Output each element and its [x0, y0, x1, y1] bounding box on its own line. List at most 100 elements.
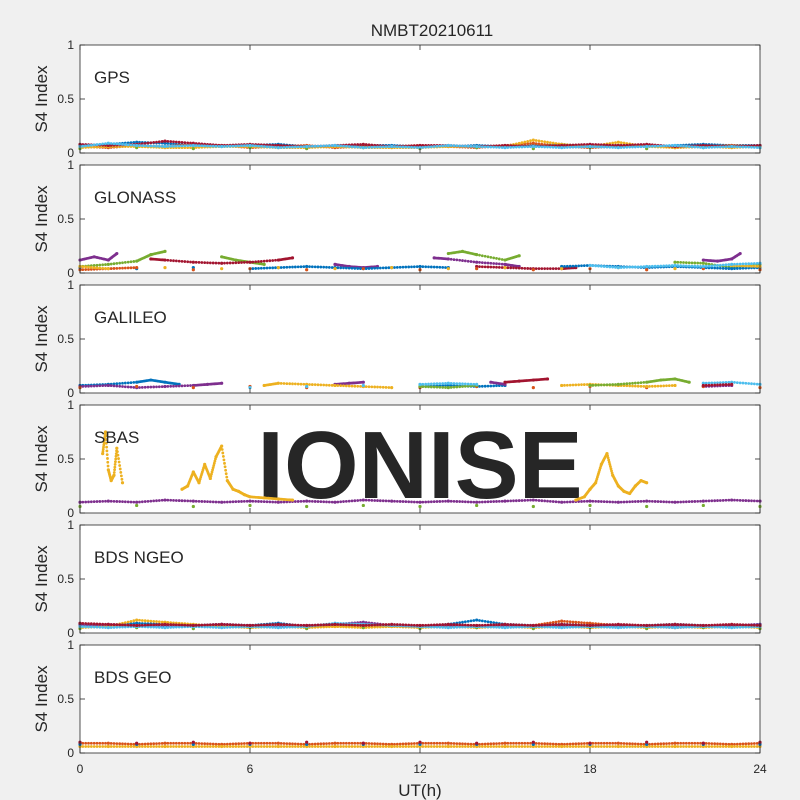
data-point — [568, 264, 572, 268]
data-point — [738, 742, 742, 746]
data-point — [248, 260, 252, 264]
data-point — [296, 145, 300, 149]
data-point — [673, 383, 677, 388]
data-point — [95, 266, 99, 270]
data-point — [353, 741, 357, 745]
series-1 — [78, 741, 762, 746]
data-point — [373, 145, 377, 149]
data-point — [557, 620, 561, 623]
data-point — [81, 265, 85, 269]
data-point — [121, 742, 124, 746]
data-point — [724, 263, 728, 267]
y-tick-label: 0.5 — [57, 212, 74, 226]
data-point — [735, 745, 739, 748]
data-point — [492, 625, 496, 629]
data-point — [704, 262, 708, 266]
data-point — [540, 623, 544, 627]
data-point — [242, 499, 246, 503]
data-point — [554, 742, 558, 746]
data-point — [611, 383, 615, 386]
data-point — [606, 454, 609, 458]
data-point — [330, 623, 334, 626]
data-point — [628, 623, 632, 627]
data-point — [259, 741, 263, 745]
data-point — [350, 143, 354, 147]
data-point — [225, 745, 229, 748]
data-point — [106, 622, 110, 626]
data-point — [529, 745, 532, 748]
data-point — [605, 500, 609, 504]
data-point — [327, 625, 331, 629]
data-point — [189, 499, 192, 503]
data-point — [135, 384, 139, 389]
data-point — [344, 741, 348, 745]
data-point — [446, 267, 450, 271]
data-point — [571, 143, 575, 147]
data-point — [424, 385, 428, 389]
data-point — [189, 141, 192, 145]
data-point — [639, 381, 643, 385]
data-point — [95, 143, 99, 146]
data-point — [472, 745, 476, 748]
data-point — [228, 144, 232, 148]
data-point — [197, 745, 201, 748]
data-point — [534, 623, 538, 627]
data-point — [204, 383, 208, 386]
data-point — [210, 472, 213, 476]
data-point — [670, 264, 674, 267]
data-point — [449, 257, 453, 261]
data-point — [274, 623, 277, 626]
data-point — [415, 623, 419, 627]
data-point — [750, 499, 753, 503]
data-point — [129, 742, 133, 746]
data-point — [293, 742, 297, 746]
data-point — [276, 266, 280, 270]
data-point — [415, 146, 419, 149]
data-point — [713, 383, 717, 387]
data-point — [577, 745, 581, 748]
data-point — [551, 742, 555, 746]
data-point — [591, 745, 595, 748]
data-point — [565, 264, 569, 268]
data-point — [529, 741, 532, 745]
data-point — [537, 623, 541, 627]
data-point — [104, 745, 107, 748]
data-point — [563, 626, 566, 629]
data-point — [384, 745, 388, 748]
data-point — [565, 143, 569, 147]
data-point — [310, 383, 314, 386]
data-point — [291, 145, 294, 149]
data-point — [231, 500, 235, 504]
data-point — [361, 146, 365, 150]
data-point — [356, 741, 360, 745]
data-point — [259, 500, 263, 503]
data-point — [381, 266, 385, 270]
data-point — [585, 623, 589, 627]
data-point — [622, 143, 626, 147]
data-point — [118, 382, 122, 385]
data-point — [597, 145, 600, 149]
data-point — [92, 500, 96, 504]
data-point — [441, 385, 445, 389]
data-point — [81, 144, 85, 148]
data-point — [126, 500, 130, 504]
data-point — [105, 445, 109, 449]
data-point — [288, 382, 292, 386]
data-point — [432, 385, 436, 389]
data-point — [424, 500, 428, 504]
data-point — [594, 741, 598, 745]
data-point — [744, 264, 748, 268]
data-point — [172, 384, 175, 388]
data-point — [316, 625, 320, 629]
data-point — [636, 742, 640, 746]
data-point — [560, 626, 564, 630]
data-point — [245, 144, 249, 147]
data-point — [432, 623, 436, 627]
data-point — [132, 260, 136, 263]
data-point — [616, 741, 620, 745]
data-point — [455, 500, 459, 503]
data-point — [123, 385, 127, 389]
data-point — [747, 264, 751, 268]
data-point — [642, 265, 646, 269]
data-point — [546, 742, 549, 746]
